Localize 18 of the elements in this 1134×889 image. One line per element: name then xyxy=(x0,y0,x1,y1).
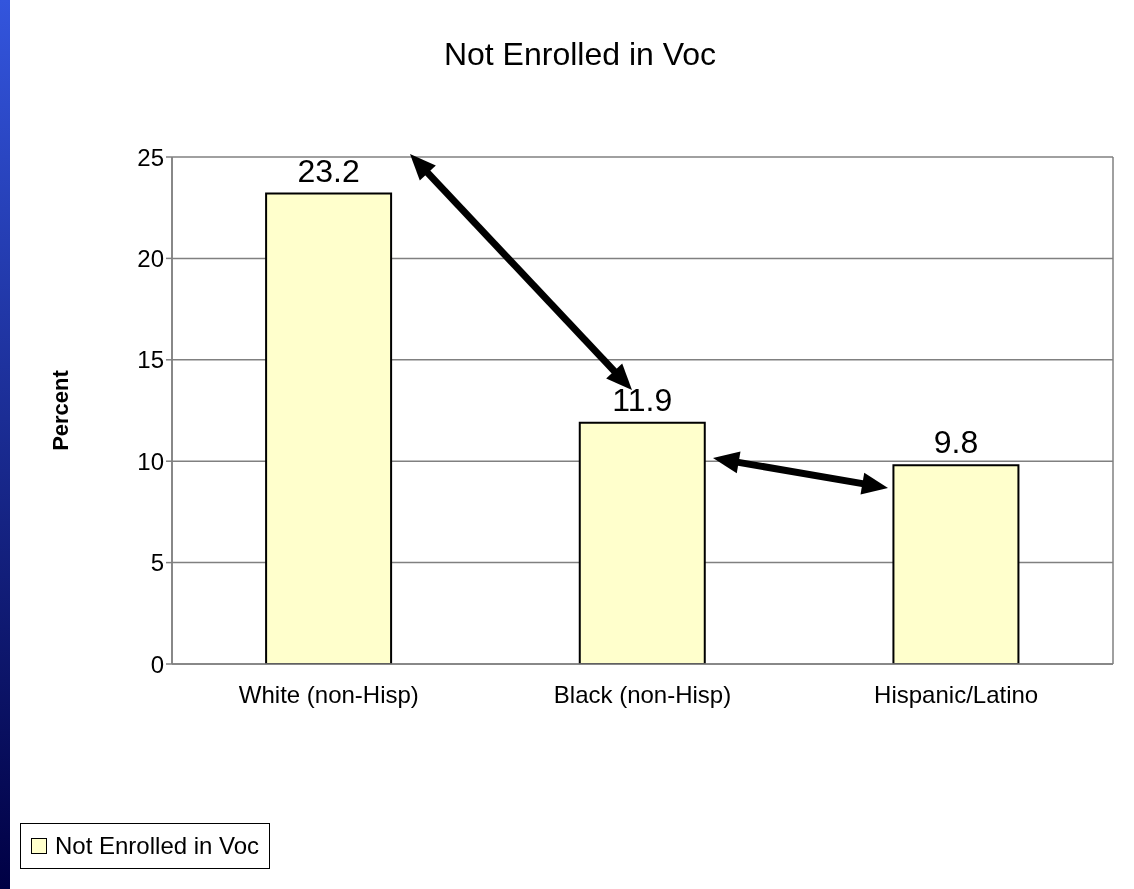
y-axis-title: Percent xyxy=(47,369,73,451)
x-tick-label: White (non-Hisp) xyxy=(238,681,419,709)
y-tick-label: 0 xyxy=(150,650,164,678)
bar xyxy=(265,192,393,664)
x-tick-label: Hispanic/Latino xyxy=(874,681,1039,709)
data-label: 9.8 xyxy=(933,424,979,461)
y-tick-label: 10 xyxy=(137,447,164,475)
bar xyxy=(578,421,706,664)
y-tick-label: 25 xyxy=(137,143,164,171)
bar xyxy=(892,464,1020,664)
data-label: 23.2 xyxy=(297,152,360,189)
y-tick-label: 15 xyxy=(137,346,164,374)
data-label: 11.9 xyxy=(612,381,673,418)
chart-title: Not Enrolled in Voc xyxy=(442,36,718,73)
y-tick-label: 20 xyxy=(137,244,164,272)
x-tick-label: Black (non-Hisp) xyxy=(553,681,732,709)
y-tick-label: 5 xyxy=(150,549,164,577)
legend-label: Not Enrolled in Voc xyxy=(54,832,260,860)
